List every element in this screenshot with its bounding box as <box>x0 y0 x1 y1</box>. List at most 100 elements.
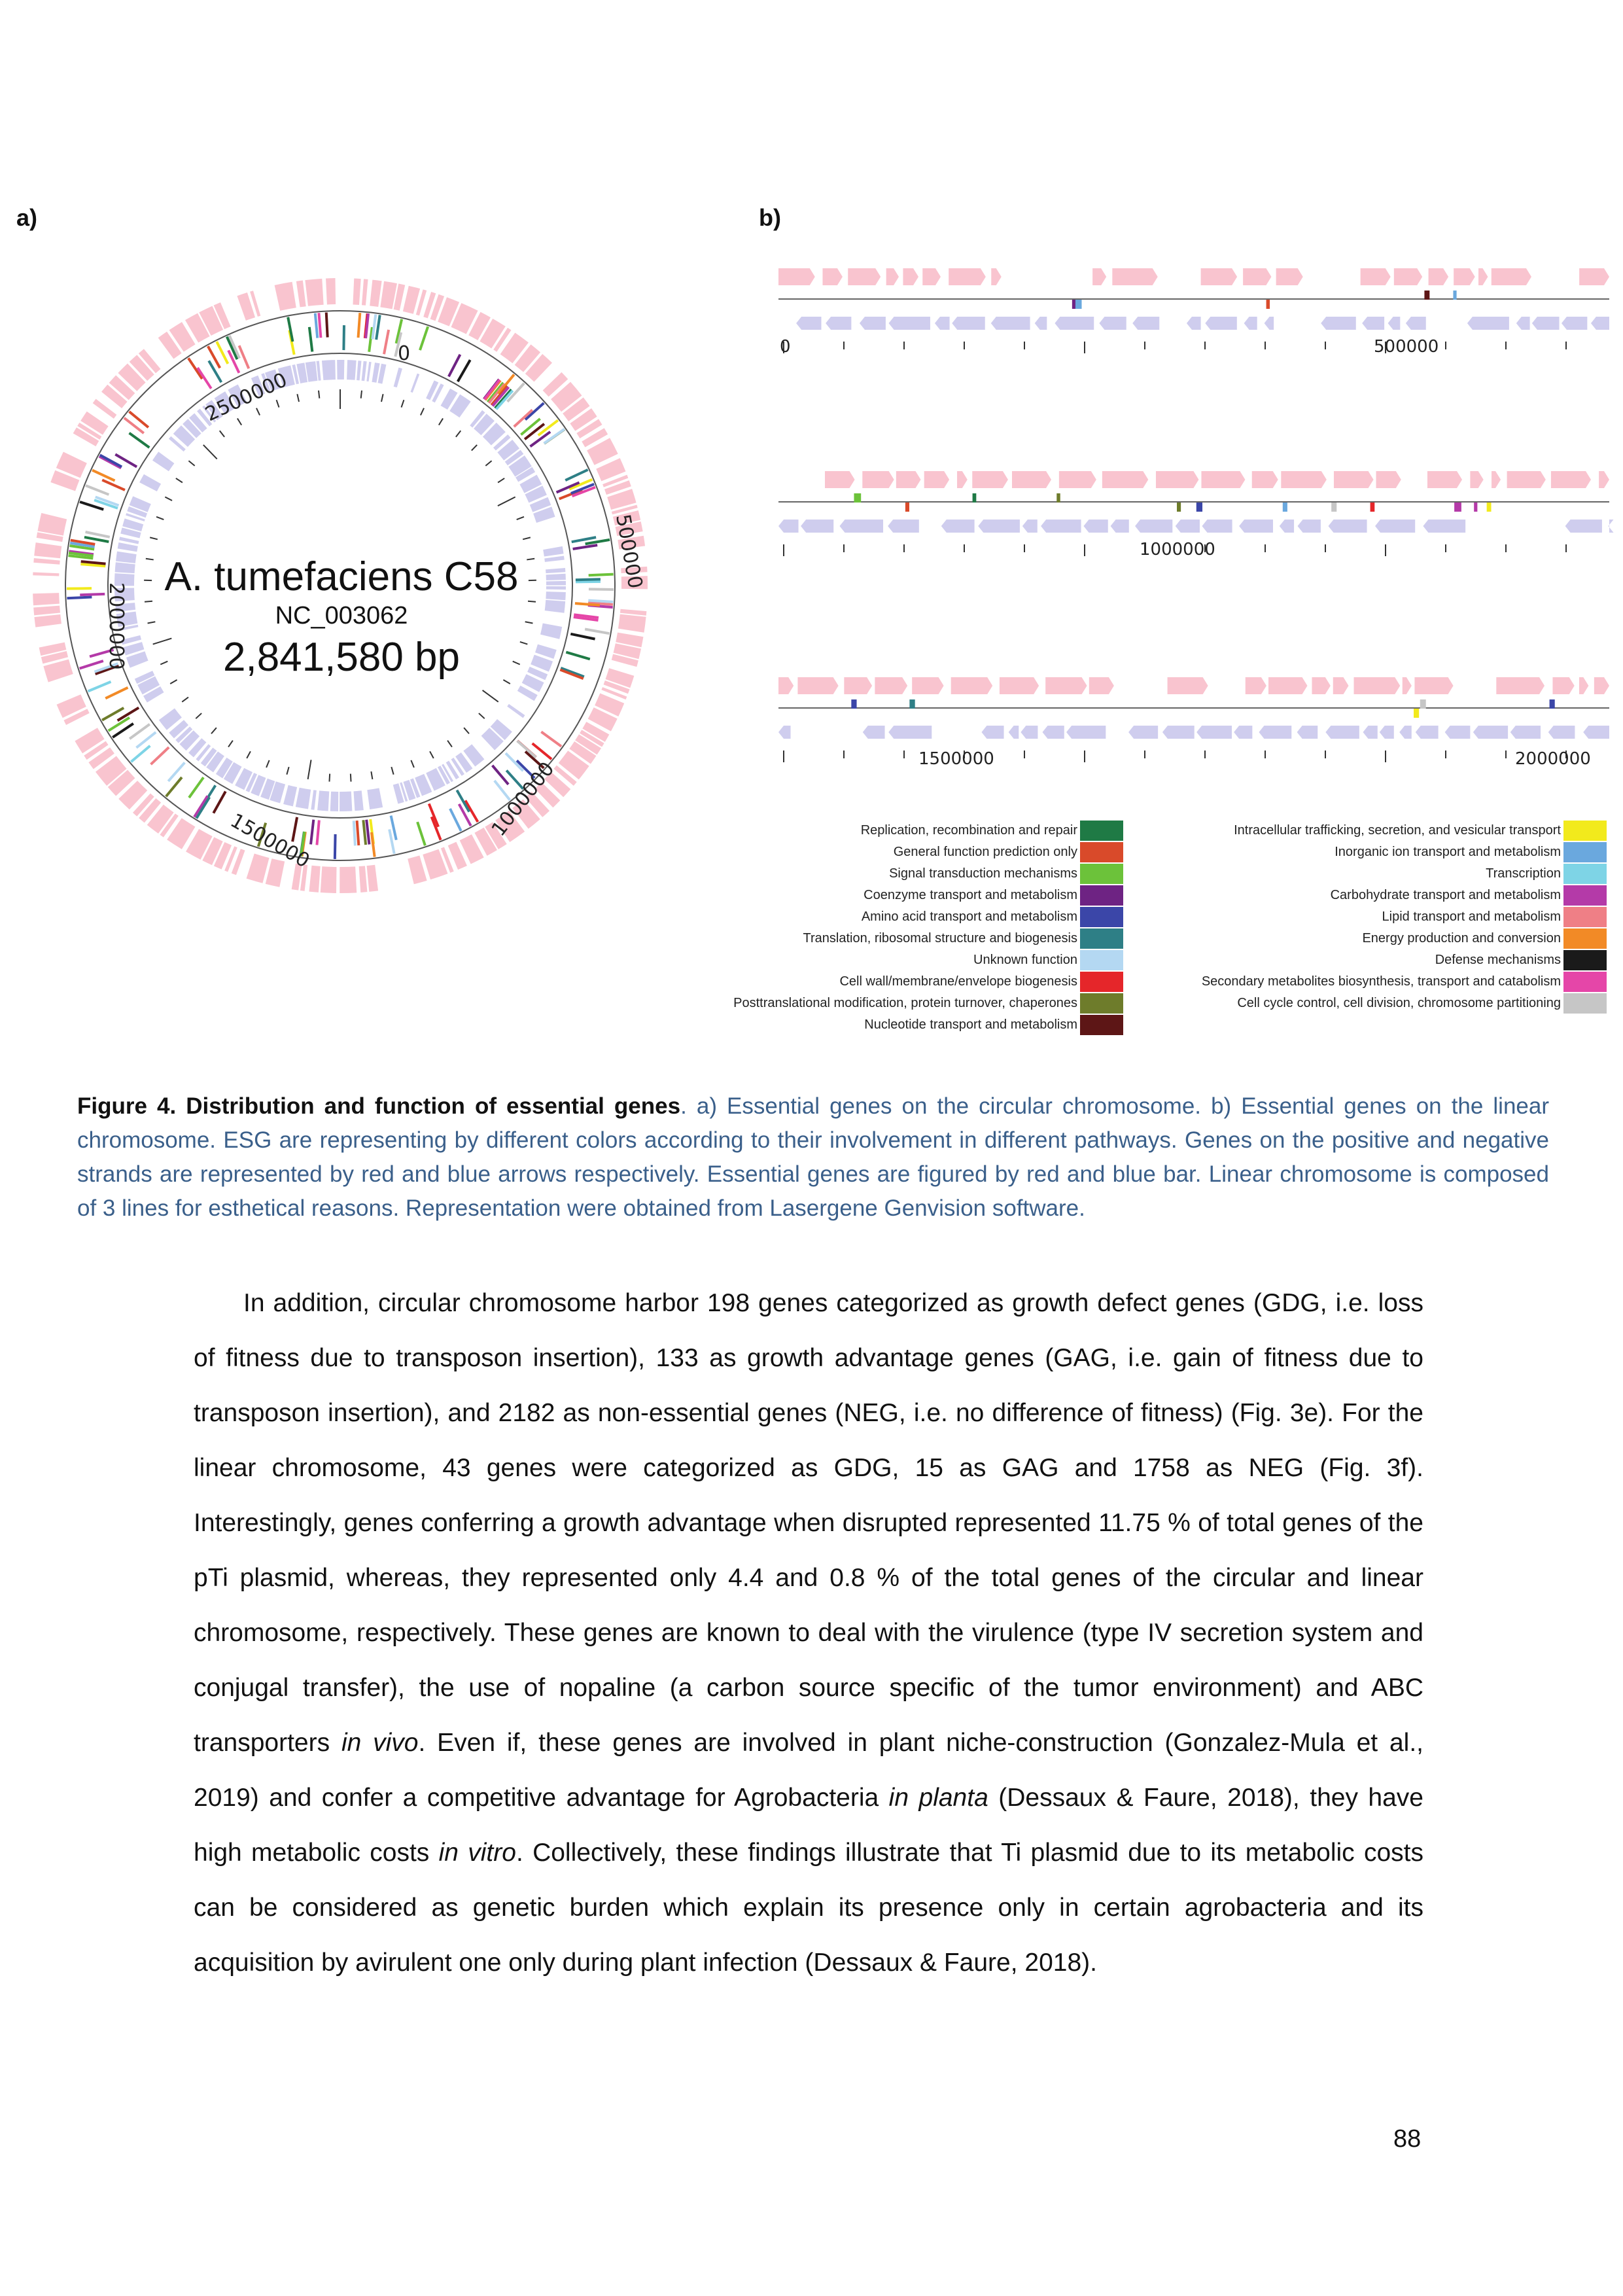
figure-caption: Figure 4. Distribution and function of e… <box>77 1089 1549 1226</box>
linear-row <box>778 268 1609 353</box>
legend-swatch <box>1080 864 1123 884</box>
legend-label: Posttranslational modification, protein … <box>733 996 1077 1010</box>
minus-strand-gene <box>474 414 495 436</box>
plus-strand-gene <box>612 510 641 526</box>
minus-strand-arrow <box>1008 726 1019 739</box>
plus-strand-gene <box>415 289 427 316</box>
plus-strand-gene <box>525 791 550 817</box>
essential-gene-mark <box>531 742 553 760</box>
minus-strand-gene <box>134 671 155 684</box>
minus-strand-arrow <box>1162 726 1195 739</box>
minus-strand-gene <box>426 380 439 400</box>
panel-b-label: b) <box>759 204 781 231</box>
plus-strand-gene <box>296 280 306 308</box>
text-run: . Collectively, these findings illustrat… <box>194 1839 1423 1977</box>
essential-gene-mark <box>1549 699 1555 709</box>
plus-strand-gene <box>596 458 626 482</box>
text-run: . Even if, these genes are involved in p… <box>194 1729 1424 1812</box>
legend-item: Carbohydrate transport and metabolism <box>1331 885 1607 906</box>
plus-strand-gene <box>580 730 604 747</box>
plus-strand-gene <box>553 765 577 786</box>
essential-gene-mark <box>291 817 299 842</box>
plus-strand-gene <box>603 680 630 694</box>
plus-strand-gene <box>605 668 635 688</box>
essential-gene-mark <box>371 314 377 340</box>
essential-gene-mark <box>909 699 915 709</box>
legend-item: General function prediction only <box>894 841 1123 863</box>
plus-strand-gene <box>246 853 270 883</box>
essential-gene-mark <box>362 820 368 845</box>
plus-strand-arrow <box>848 268 881 285</box>
scale-tick <box>169 679 178 684</box>
legend-item: Secondary metabolites biosynthesis, tran… <box>1202 971 1607 993</box>
minus-strand-arrow <box>1363 726 1378 739</box>
plus-strand-arrow <box>1058 471 1096 488</box>
essential-gene-mark <box>342 325 345 351</box>
essential-gene-mark <box>370 832 376 857</box>
essential-gene-mark <box>457 803 472 827</box>
plus-strand-arrow <box>1550 471 1591 488</box>
essential-gene-mark <box>70 539 96 546</box>
minus-strand-gene <box>245 773 258 792</box>
legend-label: Signal transduction mechanisms <box>889 866 1077 881</box>
minus-strand-gene <box>317 790 330 811</box>
essential-gene-mark <box>195 796 211 819</box>
legend-swatch <box>1080 928 1123 949</box>
plus-strand-arrow <box>1579 268 1609 285</box>
legend-swatch <box>1563 864 1607 884</box>
plus-strand-gene <box>616 632 644 648</box>
plus-strand-gene <box>56 694 86 718</box>
minus-strand-arrow <box>839 520 884 533</box>
essential-gene-mark <box>87 680 112 693</box>
plus-strand-gene <box>595 693 625 716</box>
minus-strand-gene <box>223 762 242 785</box>
plus-strand-gene <box>88 747 114 769</box>
minus-strand-gene <box>504 450 524 466</box>
essential-gene-mark <box>455 789 470 813</box>
plus-strand-gene <box>587 707 618 732</box>
scale-tick <box>156 516 164 520</box>
legend-label: Cell wall/membrane/envelope biogenesis <box>839 974 1077 989</box>
plus-strand-arrow <box>1045 677 1087 694</box>
minus-strand-gene <box>493 434 511 451</box>
essential-gene-mark <box>540 730 563 748</box>
minus-strand-gene <box>168 436 186 452</box>
minus-strand-arrow <box>1328 520 1367 533</box>
essential-gene-mark <box>513 408 534 428</box>
plus-strand-gene <box>50 470 80 491</box>
minus-strand-gene <box>367 788 383 810</box>
plus-strand-gene <box>447 841 467 870</box>
plus-strand-arrow <box>778 268 815 285</box>
minus-strand-gene <box>251 375 266 397</box>
essential-gene-mark <box>80 592 105 597</box>
italic-term: in vitro <box>438 1839 516 1867</box>
scale-tick <box>181 696 189 703</box>
minus-strand-arrow <box>1022 520 1038 533</box>
essential-gene-mark <box>571 536 597 544</box>
essential-gene-mark <box>114 453 138 468</box>
legend-label: Cell cycle control, cell division, chrom… <box>1237 996 1561 1010</box>
essential-gene-mark <box>68 554 94 560</box>
minus-strand-gene <box>546 573 566 580</box>
essential-gene-mark <box>188 776 205 799</box>
minus-strand-gene <box>175 726 193 743</box>
legend-item: Unknown function <box>973 949 1123 971</box>
essential-gene-mark <box>491 764 510 786</box>
minus-strand-gene <box>205 400 223 421</box>
minus-strand-gene <box>196 744 211 762</box>
minus-strand-arrow <box>1548 726 1575 739</box>
minus-strand-gene <box>188 738 207 758</box>
legend-swatch <box>1563 993 1607 1014</box>
essential-gene-mark <box>570 483 595 495</box>
page-number: 88 <box>1393 2125 1422 2153</box>
essential-gene-mark <box>1072 300 1079 309</box>
scale-tick <box>328 773 331 782</box>
legend-swatch <box>1563 885 1607 906</box>
legend-label: Nucleotide transport and metabolism <box>864 1017 1077 1032</box>
legend-swatch <box>1563 821 1607 841</box>
minus-strand-gene <box>508 455 532 477</box>
scale-tick <box>519 641 528 645</box>
plus-strand-arrow <box>957 471 968 488</box>
legend-item: Cell cycle control, cell division, chrom… <box>1237 993 1607 1014</box>
minus-strand-gene <box>357 361 362 381</box>
